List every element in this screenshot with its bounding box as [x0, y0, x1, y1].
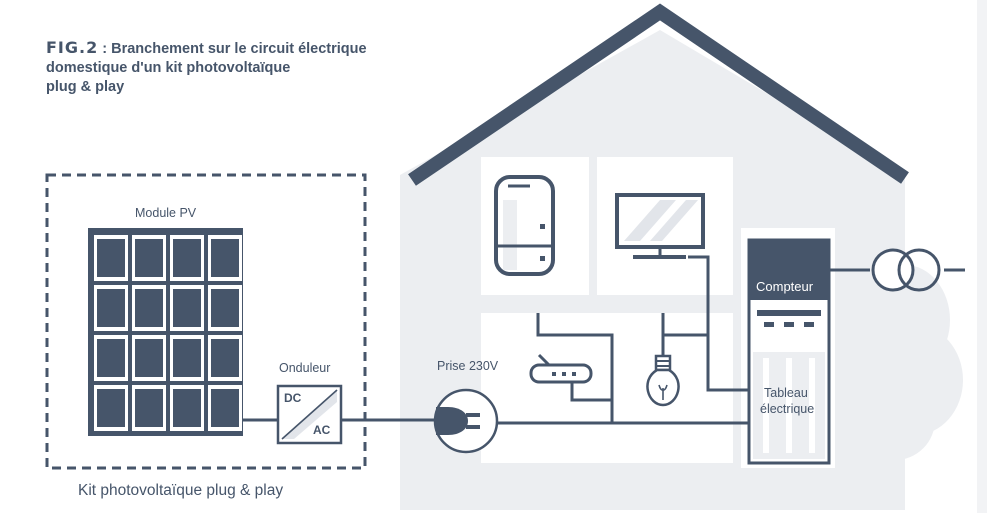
prise-label: Prise 230V — [437, 359, 499, 373]
solar-cell-inner — [135, 239, 163, 277]
dc-label: DC — [284, 391, 302, 405]
onduleur-label: Onduleur — [279, 361, 331, 375]
title-separator: : — [98, 41, 112, 57]
transformer-icon — [871, 248, 941, 292]
house-roof-icon — [408, 3, 909, 186]
solar-cell-inner — [135, 389, 163, 427]
solar-cell-inner — [173, 239, 201, 277]
solar-cell-inner — [211, 389, 239, 427]
solar-cell-inner — [173, 289, 201, 327]
figure-number: FIG.2 — [46, 38, 99, 57]
tv-icon — [615, 193, 705, 259]
solar-cell-inner — [173, 339, 201, 377]
solar-cell-inner — [97, 289, 125, 327]
solar-cell-inner — [97, 239, 125, 277]
light-bulb-icon — [646, 354, 680, 407]
inverter-icon — [276, 384, 343, 445]
tableau-label-1: Tableau — [764, 386, 808, 400]
tableau-label-2: électrique — [760, 402, 815, 416]
plug-icon — [433, 388, 499, 454]
solar-cell-inner — [97, 389, 125, 427]
kit-boundary — [45, 173, 367, 470]
solar-cell-inner — [211, 289, 239, 327]
solar-cell-inner — [173, 389, 201, 427]
solar-cell-inner — [211, 339, 239, 377]
router-icon — [529, 353, 593, 384]
ac-label: AC — [313, 423, 331, 437]
compteur-label: Compteur — [756, 279, 814, 294]
kit-caption: Kit photovoltaïque plug & play — [78, 482, 284, 499]
solar-cell-inner — [211, 239, 239, 277]
title-line-1: Branchement sur le circuit électrique — [111, 41, 367, 57]
module-pv-label: Module PV — [135, 206, 197, 220]
title-line-2: domestique d'un kit photovoltaïque — [46, 60, 291, 76]
solar-cell-inner — [135, 289, 163, 327]
room-utility — [481, 313, 733, 463]
title-line-3: plug & play — [46, 79, 125, 95]
figure-title: FIG.2 : Branchement sur le circuit élect… — [46, 38, 476, 97]
fridge-icon — [494, 175, 555, 276]
meter-icon — [747, 238, 831, 465]
solar-cell-inner — [97, 339, 125, 377]
wiring — [476, 255, 965, 425]
solar-panel-icon — [88, 228, 243, 436]
right-edge-bar — [977, 0, 987, 513]
solar-cell-inner — [135, 339, 163, 377]
